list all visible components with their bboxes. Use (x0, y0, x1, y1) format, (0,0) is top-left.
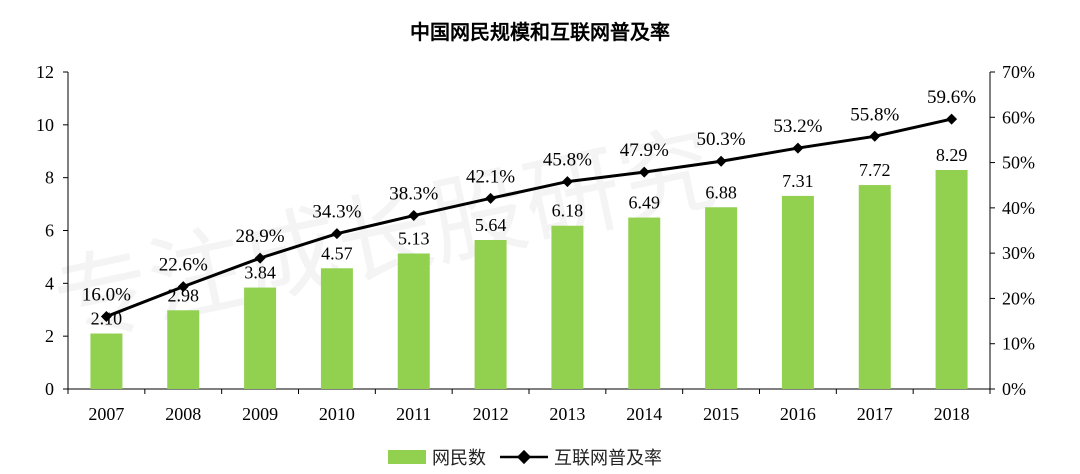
line-value-label: 55.8% (850, 104, 899, 125)
y-right-tick-label: 70% (1002, 62, 1035, 82)
legend-label-line: 互联网普及率 (554, 448, 662, 469)
y-right-tick-label: 50% (1002, 153, 1035, 173)
x-tick-label: 2018 (934, 404, 970, 424)
y-right-tick-label: 60% (1002, 107, 1035, 127)
y-left-tick-label: 0 (45, 379, 54, 399)
bar-value-label: 6.18 (552, 201, 584, 221)
bar (935, 170, 968, 389)
y-right-tick-label: 0% (1002, 379, 1026, 399)
y-left-tick-label: 12 (36, 62, 54, 82)
line-value-label: 28.9% (236, 226, 285, 247)
legend-item-bars: 网民数 (388, 444, 486, 470)
bar (90, 333, 123, 389)
bar-value-label: 5.64 (475, 215, 507, 235)
bar-value-label: 8.29 (936, 145, 968, 165)
line-value-label: 16.0% (82, 285, 131, 306)
bar (551, 225, 584, 389)
y-left-tick-label: 8 (45, 168, 54, 188)
bar (858, 185, 891, 389)
line-point (177, 281, 189, 293)
bar (781, 195, 814, 389)
line-series-path (105, 117, 952, 318)
x-tick-label: 2015 (703, 404, 739, 424)
y-left-tick-label: 10 (36, 115, 54, 135)
x-tick-label: 2017 (857, 404, 893, 424)
bar-value-label: 3.84 (244, 263, 276, 283)
line-value-label: 42.1% (466, 166, 515, 187)
y-right-tick-label: 10% (1002, 334, 1035, 354)
bar-value-label: 5.13 (398, 228, 430, 248)
x-tick-label: 2010 (319, 404, 355, 424)
line-point (254, 252, 266, 264)
x-tick-label: 2016 (780, 404, 816, 424)
x-tick-label: 2009 (242, 404, 278, 424)
bar-value-label: 4.57 (321, 243, 353, 263)
bar (628, 217, 661, 389)
bar (397, 253, 430, 389)
bar (167, 310, 200, 389)
line-point (638, 166, 650, 178)
y-right-tick-label: 30% (1002, 243, 1035, 263)
line-point (100, 311, 112, 323)
line-point (946, 113, 958, 125)
y-right-tick-label: 40% (1002, 198, 1035, 218)
y-left-tick-label: 2 (45, 326, 54, 346)
bar-value-label: 7.31 (782, 171, 814, 191)
legend: 网民数 互联网普及率 (388, 443, 662, 471)
line-value-label: 22.6% (159, 255, 208, 276)
y-left-tick-label: 6 (45, 221, 54, 241)
legend-label-bars: 网民数 (432, 448, 486, 469)
line-point (485, 192, 497, 204)
line-point (715, 155, 727, 167)
line-value-label: 53.2% (773, 116, 822, 137)
chart-title: 中国网民规模和互联网普及率 (410, 20, 670, 44)
line-value-label: 59.6% (927, 87, 976, 108)
y-left-tick-label: 4 (45, 273, 54, 293)
line-point (792, 142, 804, 154)
line-value-label: 50.3% (697, 129, 746, 150)
x-tick-label: 2007 (88, 404, 124, 424)
legend-swatch-bars (388, 450, 426, 464)
x-tick-label: 2011 (396, 404, 431, 424)
x-tick-label: 2014 (626, 404, 662, 424)
line-value-label: 34.3% (312, 202, 361, 223)
line-point (408, 210, 420, 222)
x-tick-label: 2008 (165, 404, 201, 424)
line-point (869, 130, 881, 142)
bar (320, 268, 353, 389)
line-point (561, 176, 573, 188)
x-tick-label: 2012 (473, 404, 509, 424)
legend-item-line: 互联网普及率 (500, 444, 662, 470)
bar-value-label: 6.49 (629, 193, 661, 213)
bar (474, 240, 507, 389)
line-value-label: 47.9% (620, 140, 669, 161)
x-tick-label: 2013 (549, 404, 585, 424)
bar (705, 207, 738, 389)
bar (244, 287, 277, 389)
line-point (331, 228, 343, 240)
bar-value-label: 7.72 (859, 160, 891, 180)
legend-swatch-line (500, 449, 548, 465)
line-value-label: 38.3% (389, 184, 438, 205)
line-value-label: 45.8% (543, 150, 592, 171)
y-right-tick-label: 20% (1002, 288, 1035, 308)
bar-value-label: 6.88 (705, 182, 737, 202)
